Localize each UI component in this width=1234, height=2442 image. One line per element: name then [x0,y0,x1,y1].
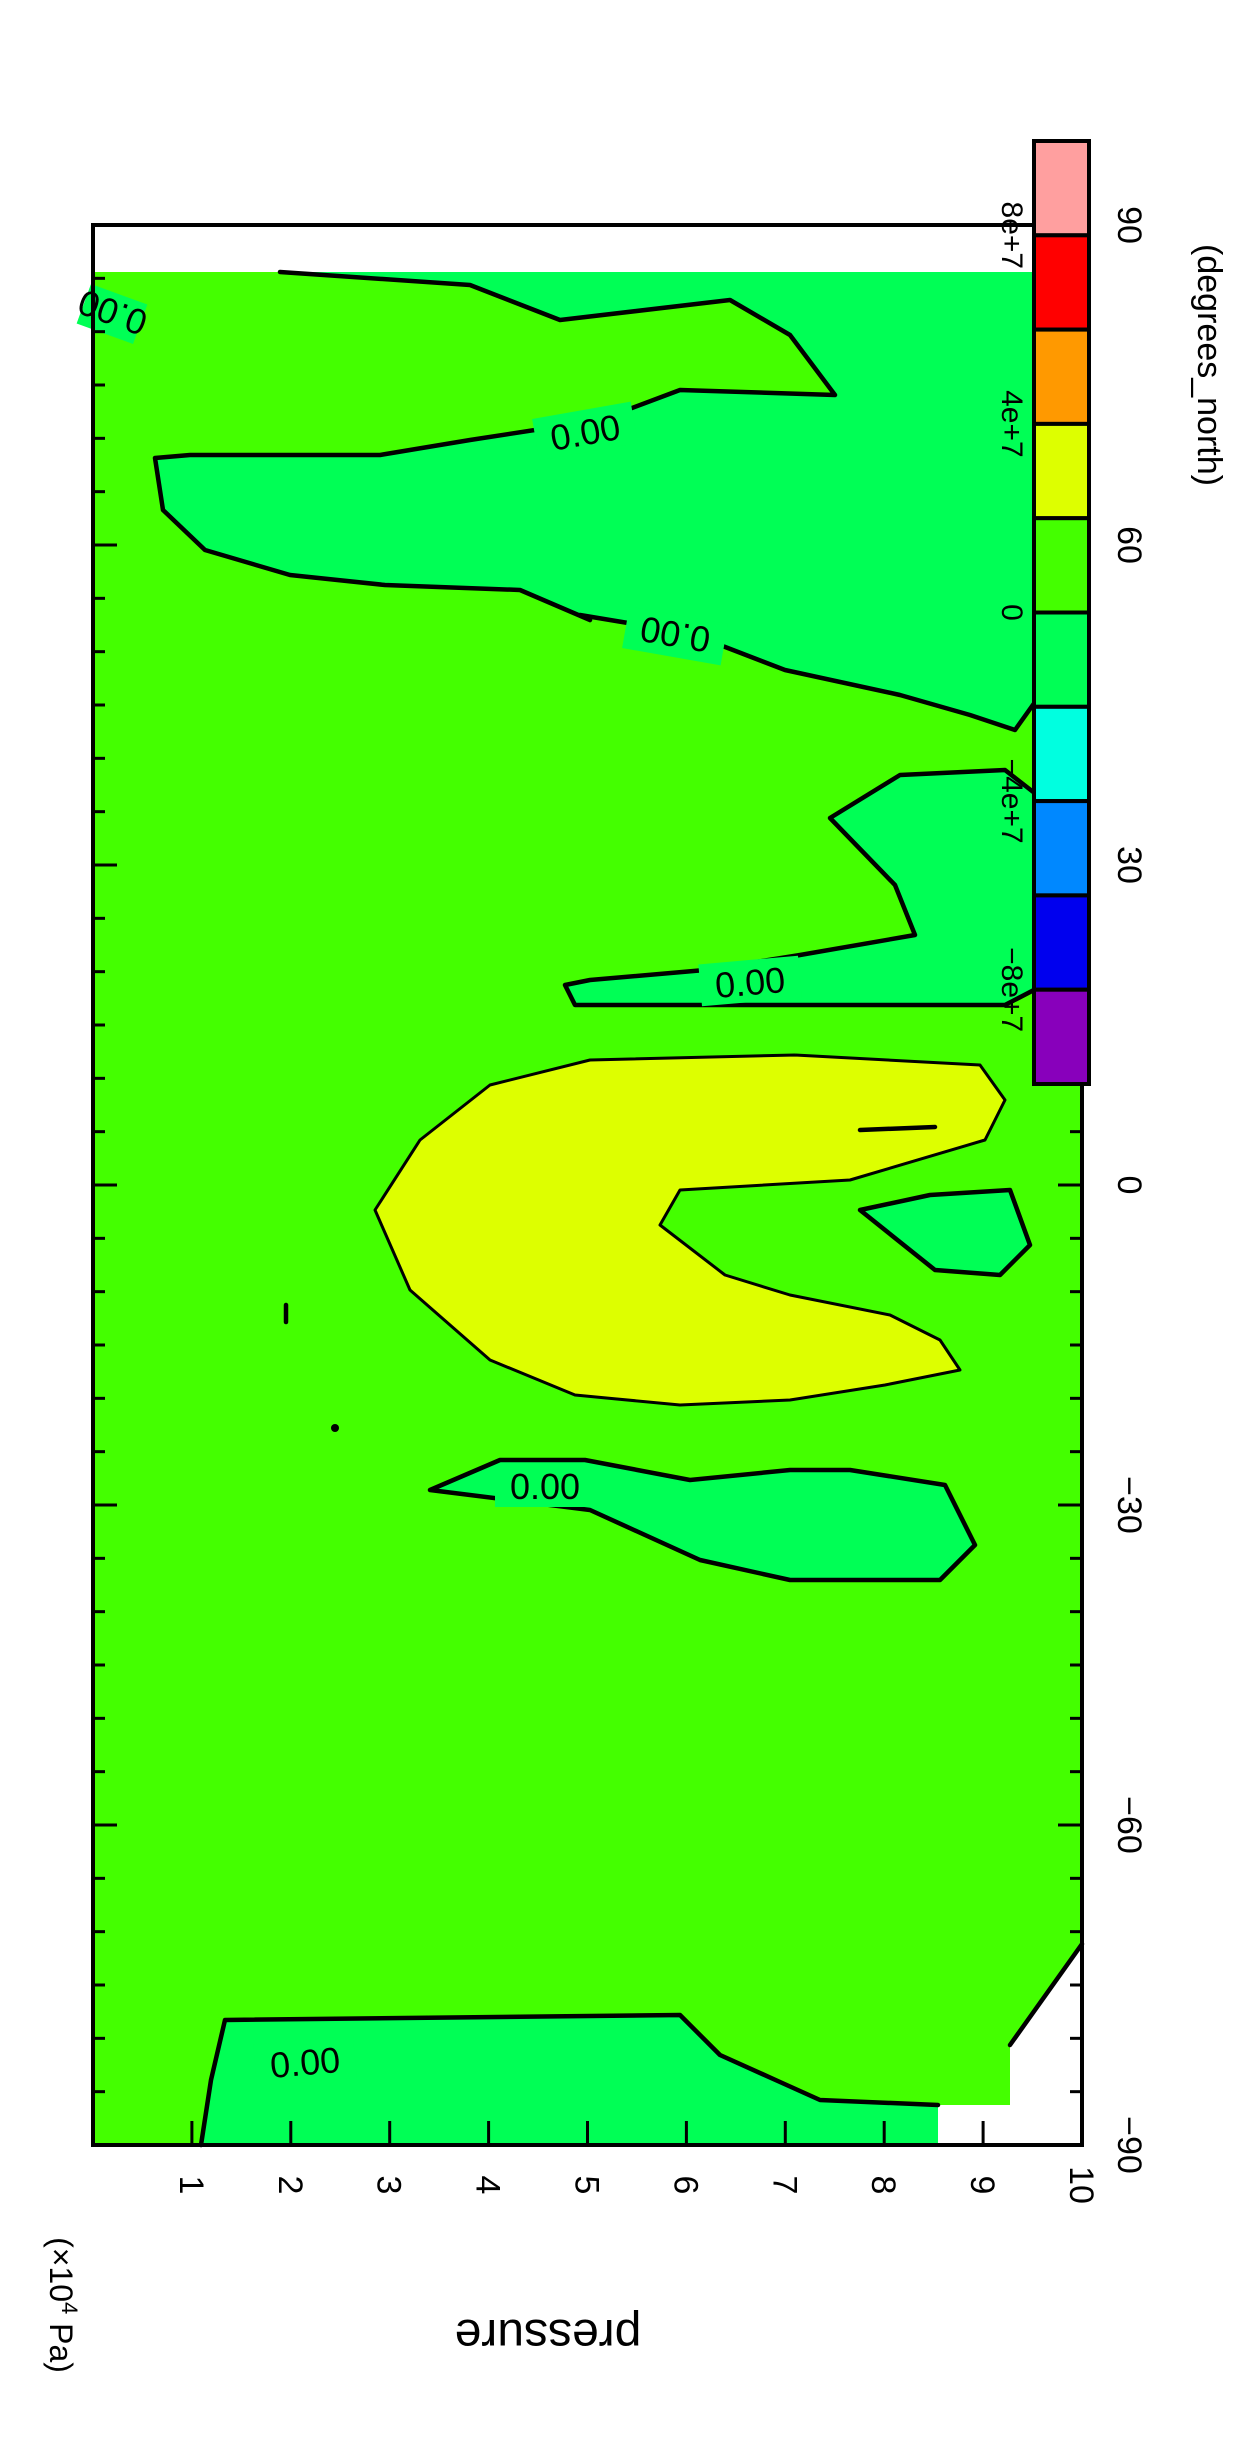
colorbar-swatch [1032,987,1091,1087]
field-negative-region [860,1190,1030,1275]
colorbar-label: 8e+7 [995,202,1028,270]
colorbar-swatch [1032,421,1091,521]
missing-data-patch [1010,2045,1082,2145]
colorbar-swatch [1032,799,1091,898]
x-axis-label: (degrees_north) [1190,244,1228,486]
lat-tick-label: 90 [1110,206,1148,244]
lat-tick-label: −30 [1110,1476,1148,1534]
colorbar-label: −8e+7 [995,947,1028,1032]
pressure-axis: 1 2 3 4 5 6 7 8 9 10 [172,2121,1100,2204]
contour-label: 0.00 [268,2039,341,2086]
lat-tick-label: 0 [1110,1176,1148,1195]
colorbar-label: 0 [995,604,1028,621]
colorbar-swatch [1032,139,1091,238]
field-yellow-region [375,1055,1005,1405]
y-axis-unit: (×104 Pa) [43,2237,82,2373]
latitude-axis: −90 −60 −30 0 30 60 90 [93,206,1148,2174]
lat-tick-label: 30 [1110,846,1148,884]
pressure-tick-label: 10 [1062,2166,1100,2204]
colorbar-label: −4e+7 [995,759,1028,844]
colorbar-swatch [1032,893,1091,992]
colorbar-swatch [1032,704,1091,804]
colorbar-swatch [1032,233,1091,332]
contour-label: 0.00 [510,1466,580,1507]
colorbar: 8e+7 4e+7 0 −4e+7 −8e+7 [995,139,1091,1087]
colorbar-swatch [1032,327,1091,426]
missing-data-patch [938,2105,1010,2145]
pressure-tick-label: 9 [963,2176,1001,2195]
pressure-tick-label: 8 [864,2176,902,2195]
pressure-tick-label: 4 [469,2176,507,2195]
field-negative-region [565,770,1082,1005]
pressure-tick-label: 7 [765,2176,803,2195]
y-axis-label: pressure [455,2309,642,2362]
contour-label: 0.00 [713,959,786,1006]
contour-lines [152,269,1085,2148]
pressure-tick-label: 6 [666,2176,704,2195]
colorbar-label: 4e+7 [995,390,1028,458]
colorbar-swatch [1032,516,1091,615]
field-negative-region [201,2015,938,2145]
lat-tick-label: −60 [1110,1796,1148,1854]
pressure-tick-label: 2 [271,2176,309,2195]
lat-tick-label: −90 [1110,2116,1148,2174]
lat-tick-label: 60 [1110,526,1148,564]
contour-dot [331,1424,339,1432]
pressure-tick-label: 5 [568,2176,606,2195]
field-negative-region [155,272,1082,730]
pressure-tick-label: 3 [370,2176,408,2195]
pressure-tick-label: 1 [172,2176,210,2195]
colorbar-swatch [1032,610,1091,709]
